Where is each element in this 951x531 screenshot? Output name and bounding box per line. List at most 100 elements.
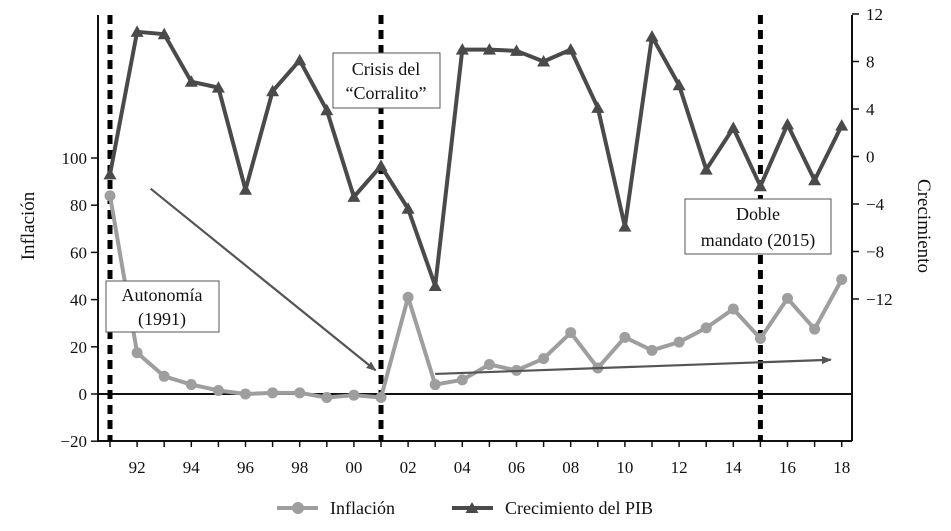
growth-point: [591, 101, 605, 113]
growth-point: [753, 179, 767, 192]
inflation-point: [836, 274, 848, 286]
inflation-point: [158, 370, 170, 382]
inflation-point: [565, 327, 577, 339]
growth-point: [293, 53, 307, 66]
left-axis-tick-label: −20: [60, 432, 87, 451]
x-axis-tick-label: 06: [508, 458, 525, 477]
growth-point: [618, 220, 632, 232]
inflation-point: [538, 353, 550, 365]
right-axis-tick-label: 12: [866, 5, 883, 24]
growth-point: [645, 30, 659, 42]
growth-point: [130, 25, 144, 37]
growth-point: [401, 202, 415, 214]
growth-point: [239, 183, 252, 195]
inflation-point: [646, 344, 658, 356]
growth-point: [672, 78, 686, 91]
trend-arrow: [149, 187, 377, 372]
growth-point: [184, 75, 198, 87]
growth-point: [455, 43, 469, 55]
inflation-point: [348, 389, 360, 401]
growth-point: [726, 121, 740, 133]
growth-point: [211, 81, 225, 93]
inflation-point: [809, 323, 821, 335]
growth-point: [157, 27, 171, 40]
growth-point: [564, 43, 578, 55]
inflation-point: [321, 392, 333, 404]
inflation-point: [294, 387, 306, 399]
growth-point: [808, 173, 822, 186]
inflation-point: [619, 331, 631, 343]
inflation-point: [782, 292, 793, 304]
x-axis-tick-label: 94: [183, 458, 201, 477]
right-axis-tick-label: −8: [866, 243, 884, 262]
x-axis-tick-label: 98: [291, 458, 308, 477]
inflation-point: [131, 347, 143, 359]
growth-point: [320, 103, 334, 116]
annotation-autonomia-line1: Autonomía: [122, 285, 203, 305]
x-axis-tick-label: 18: [833, 458, 850, 477]
growth-point: [266, 84, 280, 97]
x-axis-tick-label: 12: [671, 458, 688, 477]
inflation-point: [754, 333, 766, 345]
right-axis-tick-label: −12: [866, 290, 893, 309]
inflation-point: [185, 379, 197, 391]
growth-point: [510, 44, 523, 56]
right-axis-tick-label: 0: [866, 148, 875, 167]
inflation-point: [375, 392, 387, 404]
annotation-doble-mandato-line2: mandato (2015): [701, 230, 815, 251]
annotation-autonomia: Autonomía (1991): [105, 280, 220, 333]
inflation-point: [402, 291, 414, 303]
right-axis-tick-label: −4: [866, 195, 885, 214]
annotation-corralito: Crisis del “Corralito”: [332, 52, 441, 109]
x-axis-tick-label: 08: [562, 458, 579, 477]
inflation-point: [483, 359, 495, 370]
inflation-point: [212, 384, 224, 396]
annotation-autonomia-line2: (1991): [138, 309, 186, 330]
x-axis-tick-label: 96: [237, 458, 254, 477]
left-axis-tick-label: 60: [70, 243, 87, 262]
left-axis-title: Inflación: [18, 191, 39, 260]
x-axis-tick-label: 04: [454, 458, 472, 477]
growth-point: [482, 43, 496, 55]
annotation-doble-mandato: Doble mandato (2015): [684, 198, 832, 255]
growth-point: [699, 163, 713, 175]
growth-point: [374, 159, 388, 171]
x-axis-tick-label: 10: [616, 458, 633, 477]
growth-line: [108, 29, 844, 288]
growth-point: [347, 190, 361, 202]
inflation-point: [700, 322, 712, 334]
left-axis-tick-label: 40: [70, 291, 87, 310]
inflation-point: [240, 388, 251, 400]
inflation-point: [104, 190, 116, 202]
left-axis-tick-label: 80: [70, 196, 87, 215]
left-axis-tick-label: 100: [62, 149, 88, 168]
right-axis-tick-label: 8: [866, 53, 875, 72]
inflation-point: [429, 379, 441, 391]
inflation-point: [267, 387, 279, 399]
inflation-point: [673, 336, 685, 348]
growth-point: [103, 167, 117, 180]
legend-label-inflation: Inflación: [330, 498, 395, 518]
inflation-point: [727, 303, 739, 315]
x-axis-tick-label: 02: [400, 458, 417, 477]
trend-arrow: [435, 356, 832, 376]
inflation-point: [456, 374, 468, 386]
growth-point: [781, 117, 794, 130]
growth-point: [428, 279, 442, 291]
x-axis-tick-label: 16: [779, 458, 796, 477]
left-axis-tick-label: 0: [79, 385, 88, 404]
right-axis-tick-label: 4: [866, 100, 875, 119]
annotation-corralito-line2: “Corralito”: [346, 83, 427, 103]
x-axis-tick-label: 92: [129, 458, 146, 477]
annotation-doble-mandato-line1: Doble: [736, 204, 780, 224]
right-axis-title: Crecimiento: [913, 179, 934, 273]
x-axis-tick-label: 00: [345, 458, 362, 477]
growth-point: [835, 119, 849, 131]
annotation-corralito-line1: Crisis del: [352, 59, 421, 79]
growth-point: [537, 55, 551, 67]
x-axis-tick-label: 14: [725, 458, 743, 477]
legend-label-growth: Crecimiento del PIB: [505, 498, 653, 518]
left-axis-tick-label: 20: [70, 338, 87, 357]
legend: Inflación Crecimiento del PIB: [277, 498, 653, 518]
